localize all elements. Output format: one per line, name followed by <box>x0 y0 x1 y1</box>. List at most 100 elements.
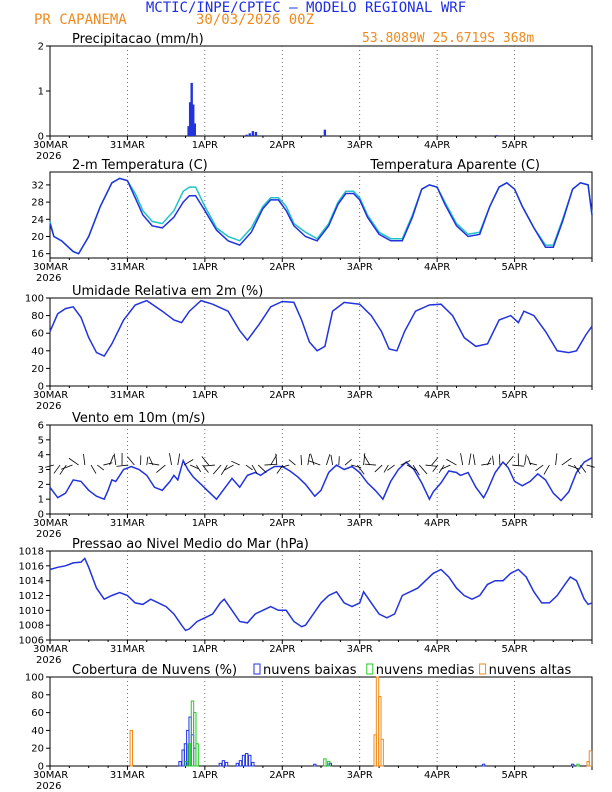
temp-xtick-label: 30MAR <box>33 262 68 273</box>
wind-arrow <box>344 458 352 466</box>
wind-arrows <box>45 453 595 476</box>
wind-arrow <box>59 464 67 475</box>
clouds-xtick-label: 3APR <box>347 770 373 781</box>
station-name: PR CAPANEMA <box>34 12 127 28</box>
clouds-bar <box>380 738 384 767</box>
wind-arrow <box>189 464 199 470</box>
press-xtick-label: 4APR <box>424 644 450 655</box>
wind-arrow <box>308 460 321 466</box>
wind-arrow <box>245 464 253 471</box>
wind-arrow <box>196 464 202 473</box>
wind-arrow <box>363 454 371 466</box>
rh-year-label: 2026 <box>36 401 61 412</box>
clouds-frame <box>49 676 593 767</box>
clouds-ytick-label: 100 <box>25 673 44 684</box>
temp-xtick-label: 4APR <box>424 262 450 273</box>
wind-arrow <box>527 456 532 466</box>
clouds-xtick-label: 1APR <box>192 770 218 781</box>
clouds-bar <box>187 743 192 767</box>
clouds-xtick-label: 2APR <box>269 770 295 781</box>
clouds-ytick-label: 40 <box>31 726 44 737</box>
wind-xtick-label: 5APR <box>501 518 527 529</box>
wind-arrow <box>53 464 61 474</box>
press-ytick-label: 1016 <box>19 561 44 572</box>
wind-arrow <box>364 463 377 466</box>
wind-arrow <box>543 464 550 475</box>
temp-ytick-label: 16 <box>31 249 44 260</box>
clouds-bar <box>570 763 575 767</box>
precip-bar <box>495 135 498 136</box>
wind-arrow <box>524 454 527 466</box>
temp-title: 2-m Temperatura (C) <box>72 158 208 173</box>
press-xtick-label: 5APR <box>501 644 527 655</box>
wind-arrow <box>460 453 464 466</box>
wind-arrow <box>512 464 525 467</box>
precip-xtick-label: 3APR <box>347 140 373 151</box>
wind-xtick-label: 30MAR <box>33 518 68 529</box>
wind-arrow <box>288 459 296 466</box>
cloud-legend-swatch <box>366 663 374 675</box>
clouds-bar <box>481 763 486 767</box>
clouds-bar <box>241 754 246 767</box>
precip-frame <box>49 45 593 137</box>
rh-title: Umidade Relativa em 2m (%) <box>72 284 263 299</box>
precip-xtick-label: 30MAR <box>33 140 68 151</box>
wind-arrow <box>505 455 514 466</box>
wind-arrow <box>276 464 284 474</box>
precip-bar <box>248 133 251 136</box>
press-title: Pressao ao Nivel Medio do Mar (hPa) <box>72 537 309 552</box>
wind-arrow <box>472 454 476 466</box>
precip-bar <box>188 102 192 136</box>
wind-arrow <box>330 454 334 466</box>
clouds-xtick-label: 4APR <box>424 770 450 781</box>
wind-arrow <box>300 454 303 466</box>
wind-arrow <box>116 464 129 467</box>
wind-arrow <box>586 464 595 468</box>
wind-arrow <box>561 457 572 466</box>
clouds-bar <box>251 761 255 767</box>
wind-arrow <box>146 456 149 466</box>
temp-xtick-label: 5APR <box>501 262 527 273</box>
wind-arrow <box>580 464 587 473</box>
wind-year-label: 2026 <box>36 529 61 540</box>
precip-bar <box>190 82 193 136</box>
clouds-bar <box>221 760 226 767</box>
clouds-title: Cobertura de Nuvens (%) <box>72 663 237 678</box>
clouds-xtick-label: 30MAR <box>33 770 68 781</box>
precip-ytick-label: 0 <box>38 132 44 143</box>
temp-ytick-label: 24 <box>31 215 44 226</box>
rh-xtick-label: 3APR <box>347 390 373 401</box>
wind-arrow <box>212 464 222 475</box>
wind-arrow <box>412 464 420 476</box>
wind-arrow <box>419 464 428 475</box>
cloud-legend-swatch <box>253 663 261 675</box>
precip-bar <box>323 129 327 136</box>
precip-ytick-label: 2 <box>38 42 44 53</box>
wind-arrow <box>156 464 166 473</box>
wind-arrow <box>68 457 79 466</box>
clouds-bar <box>378 696 382 767</box>
precip-xtick-label: 2APR <box>269 140 295 151</box>
precip-bar <box>193 123 196 136</box>
clouds-xtick-label: 5APR <box>501 770 527 781</box>
wind-arrow <box>103 462 113 466</box>
wind-arrow <box>203 464 215 467</box>
rh-xtick-label: 1APR <box>192 390 218 401</box>
wind-arrow <box>567 464 580 470</box>
wind-arrow <box>357 464 365 475</box>
wind-arrow <box>535 464 544 472</box>
clouds-bar <box>323 758 327 767</box>
wind-arrow <box>183 459 194 466</box>
temp-ytick-label: 32 <box>31 180 44 191</box>
temp-ytick-label: 28 <box>31 198 44 209</box>
press-ytick-label: 1010 <box>19 606 44 617</box>
rh-ytick-label: 80 <box>31 311 44 322</box>
press-xtick-label: 31MAR <box>110 644 145 655</box>
wind-arrow <box>61 464 73 470</box>
precip-xtick-label: 5APR <box>501 140 527 151</box>
press-year-label: 2026 <box>36 655 61 666</box>
clouds-bar <box>244 753 249 767</box>
precip-xtick-label: 31MAR <box>110 140 145 151</box>
wind-arrow <box>307 453 311 466</box>
